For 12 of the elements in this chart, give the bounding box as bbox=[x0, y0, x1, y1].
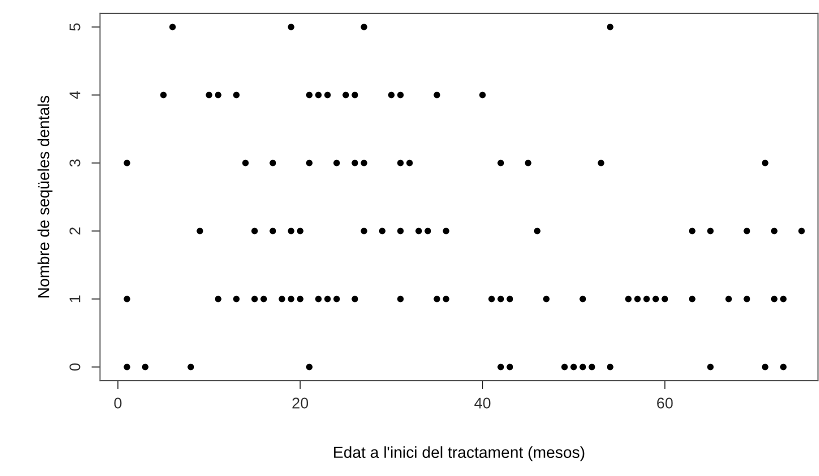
y-tick-label: 2 bbox=[69, 228, 80, 234]
y-axis-title: Nombre de seqüeles dentals bbox=[38, 96, 52, 298]
y-tick-label: 0 bbox=[69, 363, 80, 371]
x-tick-label: 40 bbox=[474, 398, 490, 408]
y-tick-label: 3 bbox=[69, 159, 80, 167]
y-tick-label: 1 bbox=[70, 295, 80, 302]
x-axis-title: Edat a l'inici del tractament (mesos) bbox=[334, 446, 584, 462]
x-tick-label: 0 bbox=[114, 398, 122, 408]
y-tick-label: 5 bbox=[70, 23, 80, 31]
x-tick-label: 20 bbox=[292, 398, 308, 408]
x-tick-label: 60 bbox=[657, 398, 673, 408]
y-tick-label: 4 bbox=[70, 91, 80, 99]
